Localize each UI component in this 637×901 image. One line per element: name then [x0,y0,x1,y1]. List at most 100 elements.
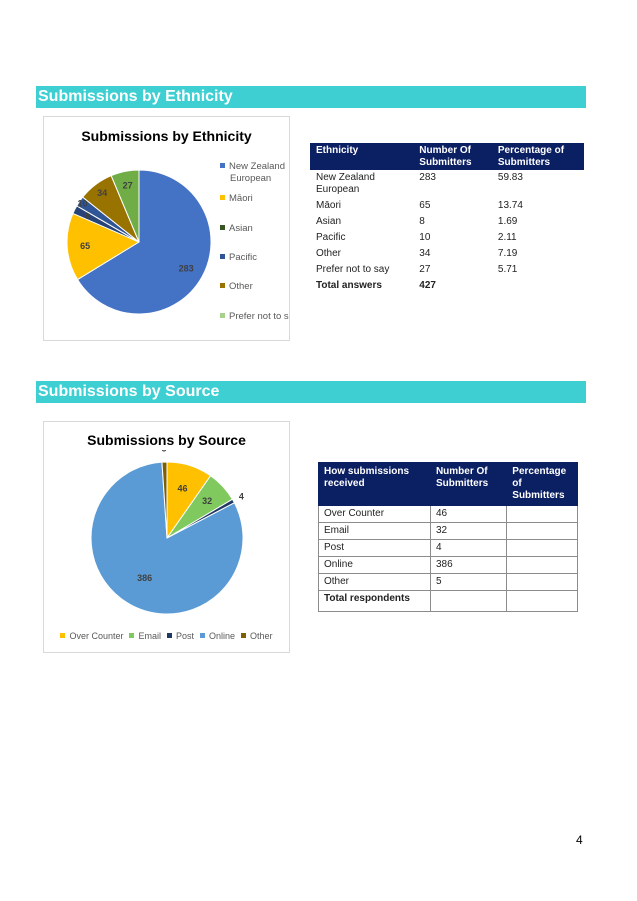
legend-item-asian: Asian [220,223,253,234]
pie-data-label: 32 [202,496,212,506]
legend-label: New Zealand [229,161,285,172]
table-row: Pacific 10 2.11 [310,230,584,246]
header-number: Number Of Submitters [429,462,508,506]
table-row: New Zealand European 283 59.83 [310,170,584,198]
table-cell: 7.19 [497,248,518,259]
table-cell: 13.74 [497,200,523,211]
page-number: 4 [576,833,583,847]
table-row: Other 5 [318,573,578,591]
table-cell: New Zealand European [316,172,375,195]
table-cell: 5.71 [497,264,518,275]
table-cell [506,573,578,591]
table-total-cell: Total respondents [318,590,431,612]
table-row: Online 386 [318,556,578,574]
legend-item: Online [200,631,235,641]
table-cell: 8 [419,216,425,227]
legend-label: Post [176,631,195,641]
header-how-received: How submissions received [318,462,431,506]
source-chart-title: Submissions by Source [87,432,246,448]
table-cell: 2.11 [497,232,517,243]
table-cell: Māori [316,200,342,211]
table-row: Email 32 [318,522,578,540]
table-cell [506,539,578,557]
pie-slice [66,212,141,281]
legend-swatch [220,194,225,200]
legend-swatch [220,282,225,288]
table-cell: 283 [419,172,436,183]
table-cell: 10 [419,232,431,243]
table-row: Other 34 7.19 [310,246,584,262]
legend-swatch [60,633,66,639]
table-cell: 32 [429,522,508,540]
table-cell: Other [316,248,342,259]
pie-data-label: 4 [239,492,244,502]
ethnicity-pie: 283 65 8 10 34 27 [66,169,212,315]
table-cell: Asian [316,216,342,227]
table-cell [506,556,578,574]
pie-data-label: 27 [123,181,133,191]
legend-label: Asian [229,223,253,234]
legend-item: Other [241,631,273,641]
legend-item: Over Counter [60,631,123,641]
table-cell: 59.83 [497,172,523,183]
table-total-row: Total answers 427 [310,278,584,294]
table-cell: Online [318,556,431,574]
pie-data-label: 386 [137,573,152,583]
header-ethnicity: Ethnicity [310,143,414,170]
table-row: Prefer not to say 27 5.71 [310,262,584,278]
pie-data-label: 283 [179,263,194,273]
legend-swatch [241,633,247,639]
source-table: How submissions received Number Of Submi… [318,462,578,612]
pie-slice [76,169,212,315]
legend-label: European [230,173,272,184]
pie-slice [161,461,168,539]
legend-swatch [220,162,225,168]
legend-item-maori: Māori [220,193,253,204]
ethnicity-legend: New Zealand European Māori Asian Pacific… [220,161,290,331]
table-cell: 1.69 [497,216,518,227]
legend-label: Email [138,631,161,641]
legend-label: Other [229,281,253,292]
table-total-row: Total respondents [318,590,578,612]
source-pie: 46 32 4 386 5 [90,450,244,615]
legend-label: Online [209,631,236,641]
table-row: Māori 65 13.74 [310,198,584,214]
legend-swatch [220,224,225,230]
pie-data-label: 65 [80,241,90,251]
table-cell [506,522,578,540]
table-cell: 65 [419,200,431,211]
ethnicity-chart: Submissions by Ethnicity 283 65 8 10 34 27 Ne… [43,116,290,341]
legend-swatch [167,633,172,639]
table-cell: Over Counter [318,505,431,523]
legend-swatch [129,633,135,639]
ethnicity-chart-title: Submissions by Ethnicity [81,128,252,144]
pie-data-label: 5 [162,450,167,453]
legend-label: Other [250,631,273,641]
table-cell: Prefer not to say [316,264,390,275]
legend-item-nz-european-line2: European [230,173,271,184]
ethnicity-section-heading: Submissions by Ethnicity [38,88,233,105]
table-cell: Email [318,522,431,540]
table-total-cell [506,590,578,612]
table-total-cell: 427 [419,280,436,291]
pie-data-label: 8 [85,211,90,221]
table-cell: 46 [429,505,508,523]
pie-slice [110,169,140,243]
pie-slice [90,461,244,615]
table-cell: 386 [429,556,508,574]
legend-swatch [220,253,225,259]
legend-item-nz-european: New Zealand [220,161,285,172]
table-cell: 4 [429,539,508,557]
legend-item: Post [167,631,194,641]
legend-label: Māori [229,193,253,204]
legend-item-prefer-not: Prefer not to sa [220,311,290,322]
pie-data-label: 10 [78,198,88,208]
table-cell: 34 [419,248,431,259]
table-cell: Pacific [316,232,346,243]
table-cell [506,505,578,523]
table-total-cell: Total answers [316,280,382,291]
source-chart: Submissions by Source 46 32 4 386 5 Over Cou… [43,421,290,653]
table-row: Asian 8 1.69 [310,214,584,230]
legend-label: Prefer not to sa [229,311,290,322]
table-cell: Post [318,539,431,557]
